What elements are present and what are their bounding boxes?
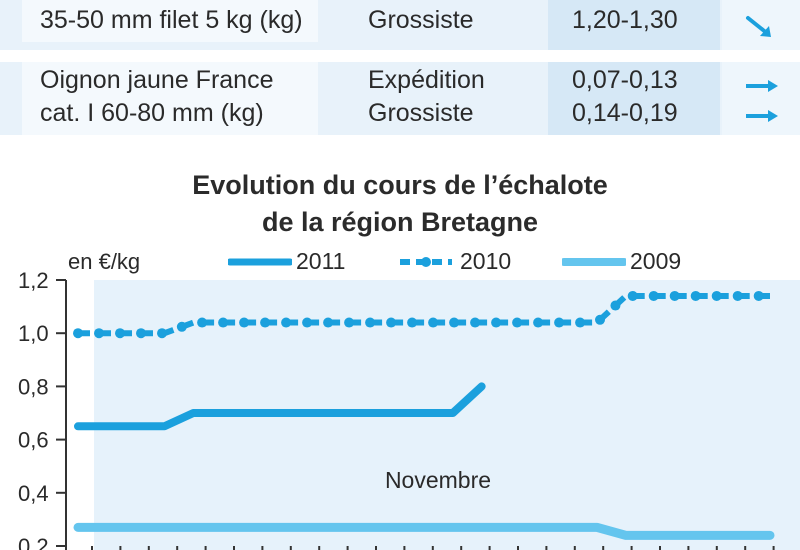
series-point-2010	[323, 317, 334, 328]
product-name: 35-50 mm filet 5 kg (kg)	[40, 6, 303, 34]
y-axis-unit-label: en €/kg	[68, 249, 141, 274]
legend-label-2011: 2011	[296, 248, 346, 274]
chart-title-line-1: Evolution du cours de l’échalote	[192, 170, 608, 200]
series-point-2010	[669, 290, 680, 301]
legend-label-2010: 2010	[460, 248, 512, 274]
trend-down-icon	[746, 16, 771, 37]
series-line-2009	[73, 522, 775, 540]
y-tick-label: 1,0	[18, 321, 49, 346]
series-point-2010	[554, 317, 565, 328]
market-stage: Grossiste	[368, 6, 474, 34]
price-range: 1,20-1,30	[572, 6, 678, 34]
y-tick-label: 0,6	[18, 428, 49, 453]
series-point-2010	[260, 317, 271, 328]
legend-swatch-2010	[400, 257, 452, 267]
trend-stable-icon	[746, 110, 778, 122]
product-name: cat. I 60-80 mm (kg)	[40, 99, 264, 127]
trend-column-bg	[722, 0, 800, 135]
line-chart: 1,2 1,0 0,8 0,6 0,4 0,2 Novembre	[18, 270, 800, 550]
series-point-2010	[365, 317, 376, 328]
series-point-2010	[281, 317, 292, 328]
series-point-2010	[533, 317, 544, 328]
series-point-2010	[491, 317, 502, 328]
series-point-2010	[115, 328, 125, 339]
legend-swatch-2011	[228, 258, 292, 266]
chart-title-line-2: de la région Bretagne	[261, 207, 539, 237]
chart-annotation: Novembre	[385, 467, 491, 493]
trend-stable-icon	[746, 80, 778, 92]
series-point-2010	[302, 317, 313, 328]
market-stage: Expédition	[368, 66, 485, 94]
series-point-2010	[407, 317, 418, 328]
series-point-2010	[157, 328, 167, 339]
price-range: 0,07-0,13	[572, 66, 678, 94]
series-point-2010	[732, 290, 743, 301]
market-stage: Grossiste	[368, 99, 474, 127]
series-point-2010	[711, 290, 722, 301]
series-point-2010	[344, 317, 355, 328]
series-point-2010	[512, 317, 523, 328]
series-point-2010	[690, 290, 701, 301]
series-point-2010	[575, 317, 586, 328]
legend-label-2009: 2009	[630, 248, 682, 274]
row-separator	[0, 50, 800, 62]
series-point-2010	[197, 317, 208, 328]
legend-swatch-2009	[562, 258, 626, 266]
series-point-2010	[386, 317, 397, 328]
series-point-2010	[73, 328, 83, 339]
y-tick-label: 0,4	[18, 481, 49, 506]
product-cell-bg	[22, 62, 318, 135]
series-line-2011	[74, 382, 486, 431]
y-tick-label: 1,2	[18, 270, 49, 293]
price-table: 35-50 mm filet 5 kg (kg) Grossiste 1,20-…	[0, 0, 800, 135]
series-point-2010	[136, 328, 146, 339]
series-point-2010	[753, 290, 764, 301]
series-point-2010	[428, 317, 439, 328]
series-point-2010	[239, 317, 250, 328]
series-point-2010	[176, 321, 187, 332]
series-point-2010	[610, 300, 621, 311]
series-point-2010	[470, 317, 481, 328]
y-tick-label: 0,2	[18, 534, 49, 550]
series-point-2010	[449, 317, 460, 328]
series-point-2010	[627, 290, 638, 301]
price-column-bg	[548, 0, 720, 135]
product-name: Oignon jaune France	[40, 66, 274, 94]
product-cell-bg	[22, 0, 318, 42]
series-point-2010	[595, 314, 606, 325]
y-tick-label: 0,8	[18, 374, 49, 399]
series-point-2010	[648, 290, 659, 301]
price-range: 0,14-0,19	[572, 99, 678, 127]
series-point-2010	[94, 328, 104, 339]
series-point-2010	[218, 317, 229, 328]
